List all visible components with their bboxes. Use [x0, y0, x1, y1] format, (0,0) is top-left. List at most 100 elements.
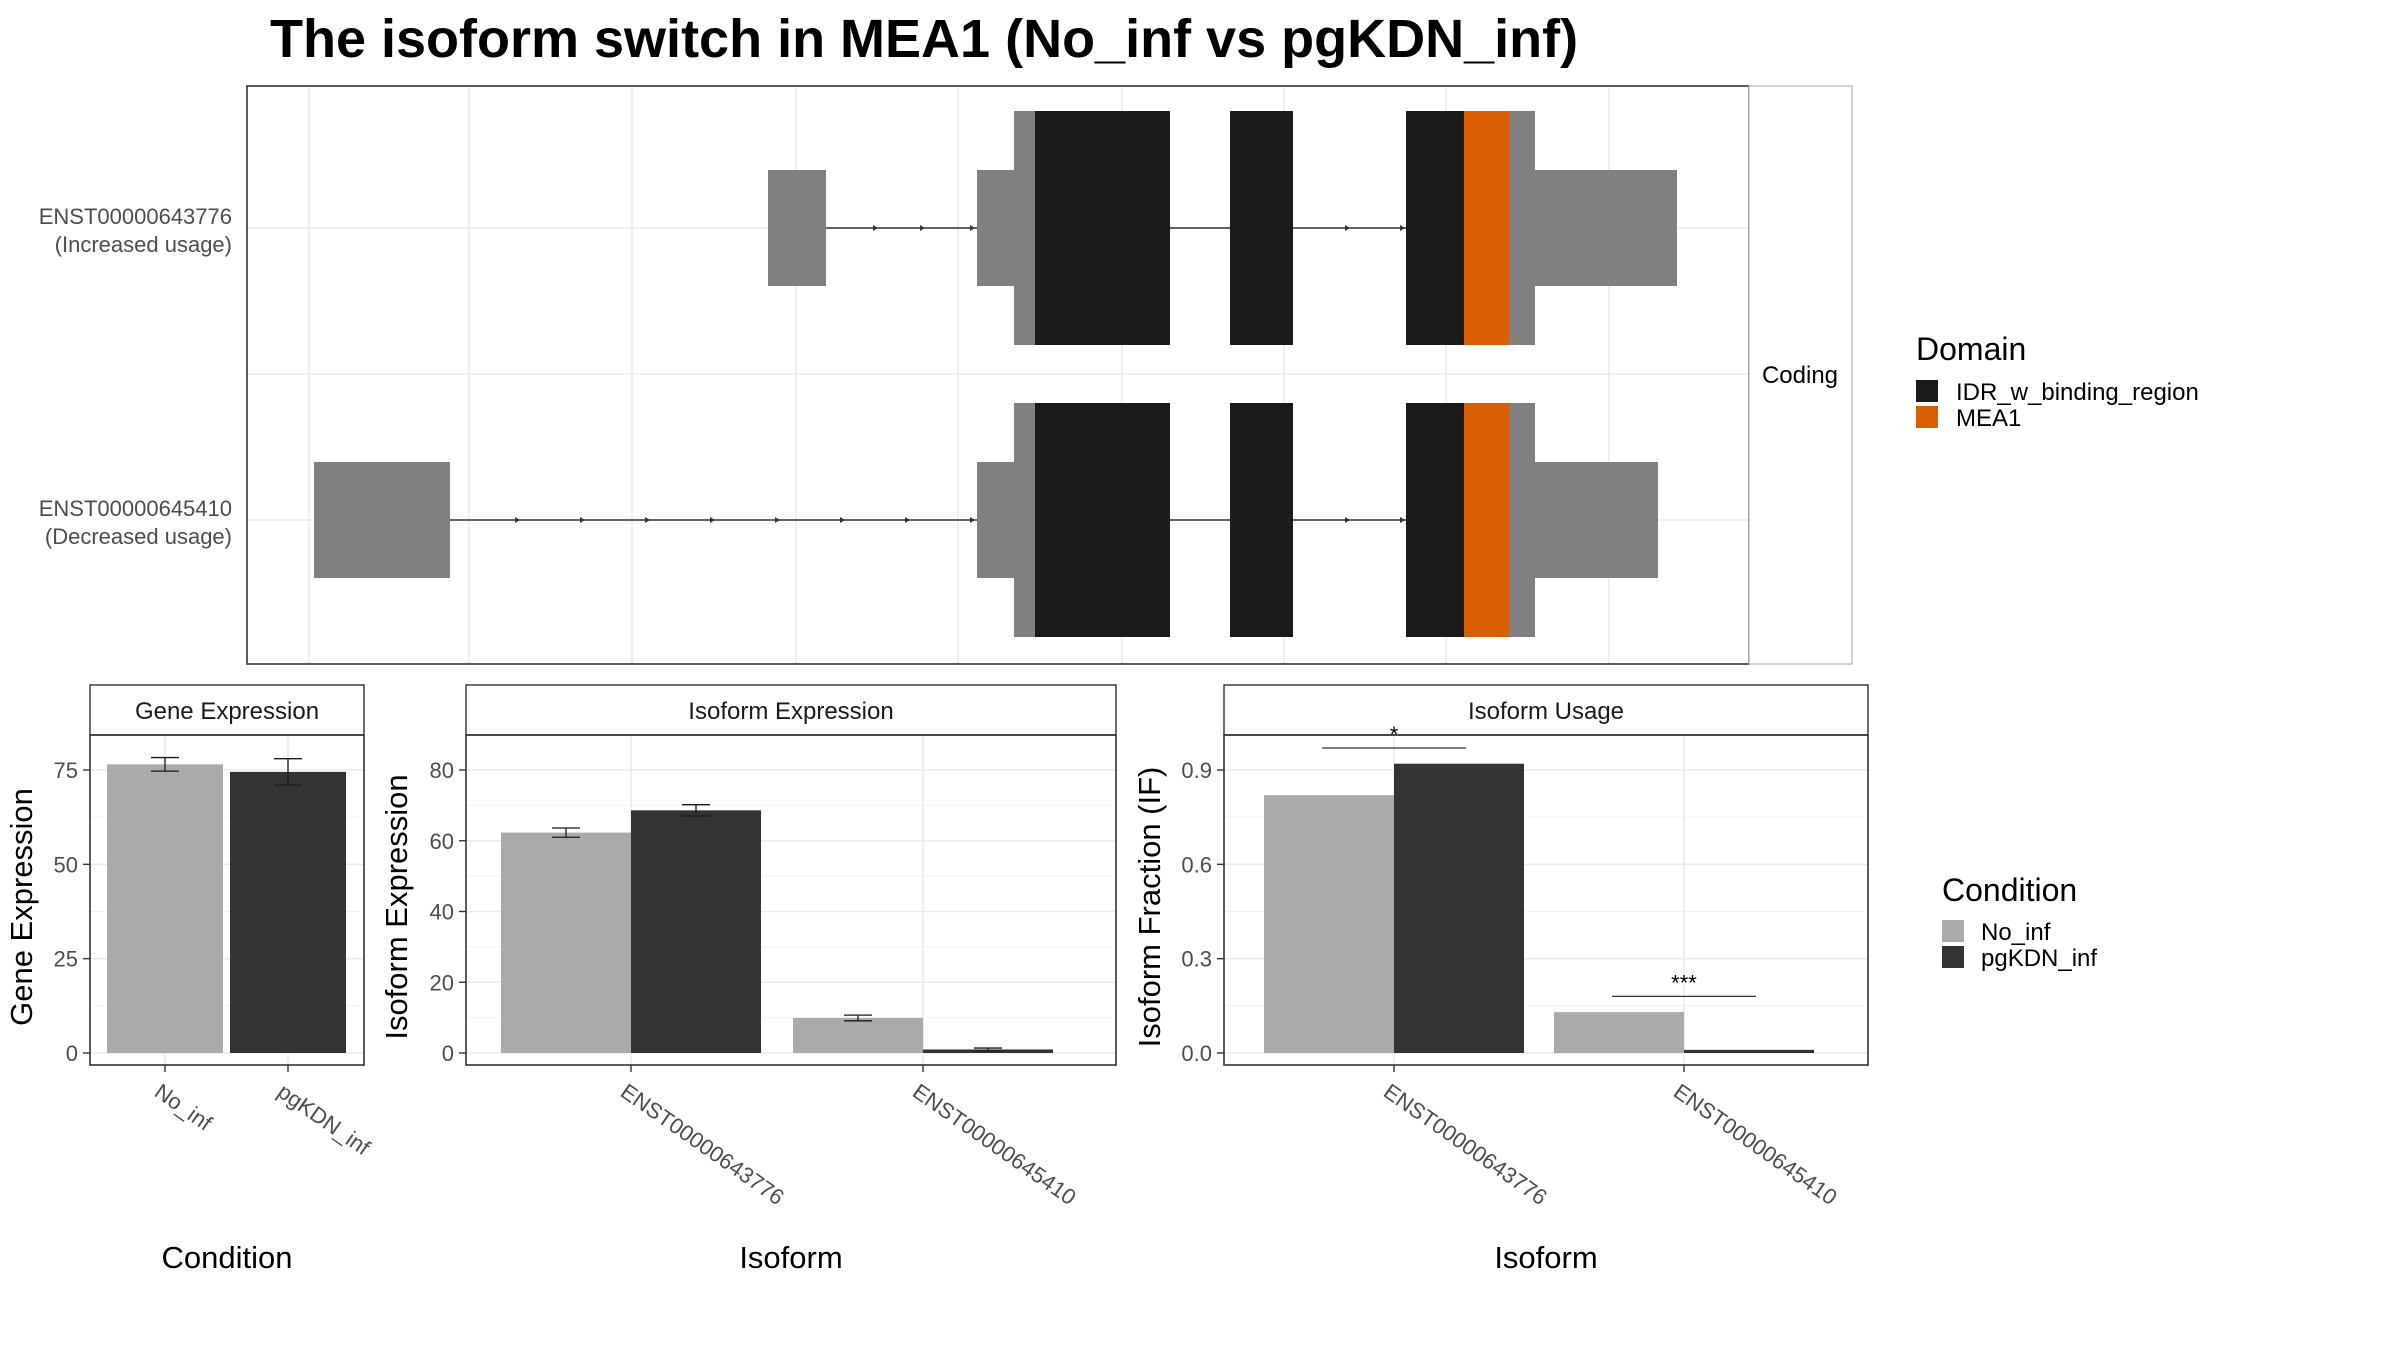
intron-direction-arrow [873, 225, 878, 231]
intron-direction-arrow [970, 225, 975, 231]
transcript-id-1: ENST00000643776 [39, 204, 232, 229]
x-tick-label: ENST00000645410 [908, 1079, 1081, 1210]
y-tick-label: 25 [54, 947, 78, 972]
error-bar [682, 804, 710, 817]
domain-idr-binding-region [1035, 403, 1170, 637]
domain-idr-binding-region [1230, 403, 1293, 637]
exon-utr [977, 462, 1014, 578]
intron-direction-arrow [1345, 225, 1350, 231]
x-tick-label: pgKDN_inf [273, 1079, 375, 1161]
domain-idr-binding-region [1230, 111, 1293, 345]
intron-direction-arrow [970, 517, 975, 523]
x-tick-label: ENST00000643776 [1379, 1079, 1552, 1210]
exon-utr [768, 170, 826, 286]
domain-legend-swatch-mea1 [1916, 406, 1938, 428]
intron-direction-arrow [1400, 517, 1405, 523]
y-tick-label: 0.6 [1181, 852, 1212, 877]
transcript-usage-2: (Decreased usage) [45, 524, 232, 549]
error-bar [844, 1014, 872, 1022]
condition-legend-label-pgkdn-inf: pgKDN_inf [1981, 945, 2097, 972]
significance-label: *** [1671, 970, 1697, 995]
bar-no-inf [501, 832, 631, 1053]
domain-idr-binding-region [1406, 403, 1464, 637]
panel-border [465, 734, 1117, 1066]
gene-expression-xlabel: Condition [162, 1240, 293, 1275]
exon-cds-noncoding [1014, 111, 1036, 345]
condition-legend-swatch-no-inf [1942, 920, 1964, 942]
exon-cds-noncoding [1509, 403, 1535, 637]
intron-direction-arrow [710, 517, 715, 523]
structure-content [314, 111, 1677, 637]
transcript-id-2: ENST00000645410 [39, 496, 232, 521]
bar-no-inf [107, 764, 223, 1053]
domain-legend-label-idr: IDR_w_binding_region [1956, 379, 2199, 406]
intron-direction-arrow [840, 517, 845, 523]
condition-legend-swatch-pgkdn-inf [1942, 946, 1964, 968]
isoform-expression-ylabel: Isoform Expression [379, 774, 414, 1039]
isoform-expression-strip [465, 684, 1117, 736]
isoform-expression-panel: Isoform Expression Isoform Isoform Expre… [379, 684, 1117, 1275]
y-tick-label: 80 [430, 758, 454, 783]
intron-direction-arrow [645, 517, 650, 523]
isoform-usage-xlabel: Isoform [1494, 1240, 1597, 1275]
intron-direction-arrow [920, 225, 925, 231]
transcript-usage-1: (Increased usage) [55, 232, 232, 257]
isoform-usage-panel: Isoform Usage Isoform Isoform Fraction (… [1132, 684, 1869, 1275]
isoform-expression-xlabel: Isoform [739, 1240, 842, 1275]
y-tick-label: 60 [430, 829, 454, 854]
y-tick-label: 0.3 [1181, 947, 1212, 972]
error-bar [274, 758, 302, 786]
bar-pgkdn-inf [631, 810, 761, 1053]
intron-direction-arrow [905, 517, 910, 523]
bar-no-inf [1264, 795, 1394, 1053]
y-tick-label: 0 [66, 1041, 78, 1066]
domain-legend: Domain IDR_w_binding_region MEA1 [1916, 331, 2199, 432]
bar-pgkdn-inf [1684, 1049, 1814, 1053]
exon-cds-noncoding [1014, 403, 1036, 637]
error-bar [151, 756, 179, 772]
gene-expression-title: Gene Expression [135, 698, 319, 725]
x-tick-label: ENST00000643776 [616, 1079, 789, 1210]
y-tick-label: 75 [54, 758, 78, 783]
y-tick-label: 0.0 [1181, 1041, 1212, 1066]
intron-direction-arrow [580, 517, 585, 523]
bar-pgkdn-inf [230, 771, 346, 1053]
domain-mea1 [1464, 403, 1509, 637]
panel-border [1223, 734, 1869, 1066]
gene-expression-panel: Gene Expression Condition Gene Expressio… [4, 684, 375, 1275]
transcript-label-2: ENST00000645410 (Decreased usage) [39, 496, 232, 549]
isoform-usage-title: Isoform Usage [1468, 698, 1624, 725]
intron-direction-arrow [1345, 517, 1350, 523]
condition-legend-label-no-inf: No_inf [1981, 919, 2051, 946]
isoform-usage-strip [1223, 684, 1869, 736]
error-bar [552, 827, 580, 838]
domain-mea1 [1464, 111, 1509, 345]
domain-legend-swatch-idr [1916, 380, 1938, 402]
panel-border [89, 734, 365, 1066]
x-tick-label: No_inf [150, 1079, 217, 1136]
intron-direction-arrow [1400, 225, 1405, 231]
isoform-expression-title: Isoform Expression [688, 698, 893, 725]
bar-no-inf [793, 1017, 923, 1053]
domain-legend-title: Domain [1916, 331, 2026, 367]
facet-label: Coding [1762, 362, 1838, 389]
exon-cds-noncoding [1509, 111, 1535, 345]
y-tick-label: 20 [430, 970, 454, 995]
exon-utr [1535, 462, 1658, 578]
condition-legend-title: Condition [1942, 872, 2077, 908]
domain-legend-label-mea1: MEA1 [1956, 405, 2021, 432]
y-tick-label: 0.9 [1181, 758, 1212, 783]
error-bar [974, 1047, 1002, 1052]
gene-expression-ylabel: Gene Expression [4, 788, 39, 1026]
intron-direction-arrow [515, 517, 520, 523]
y-tick-label: 0 [442, 1041, 454, 1066]
exon-utr [1535, 170, 1677, 286]
bar-no-inf [1554, 1012, 1684, 1053]
y-tick-label: 50 [54, 852, 78, 877]
exon-utr [314, 462, 450, 578]
bar-pgkdn-inf [1394, 763, 1524, 1053]
gene-expression-strip [89, 684, 365, 736]
y-tick-label: 40 [430, 900, 454, 925]
domain-idr-binding-region [1035, 111, 1170, 345]
